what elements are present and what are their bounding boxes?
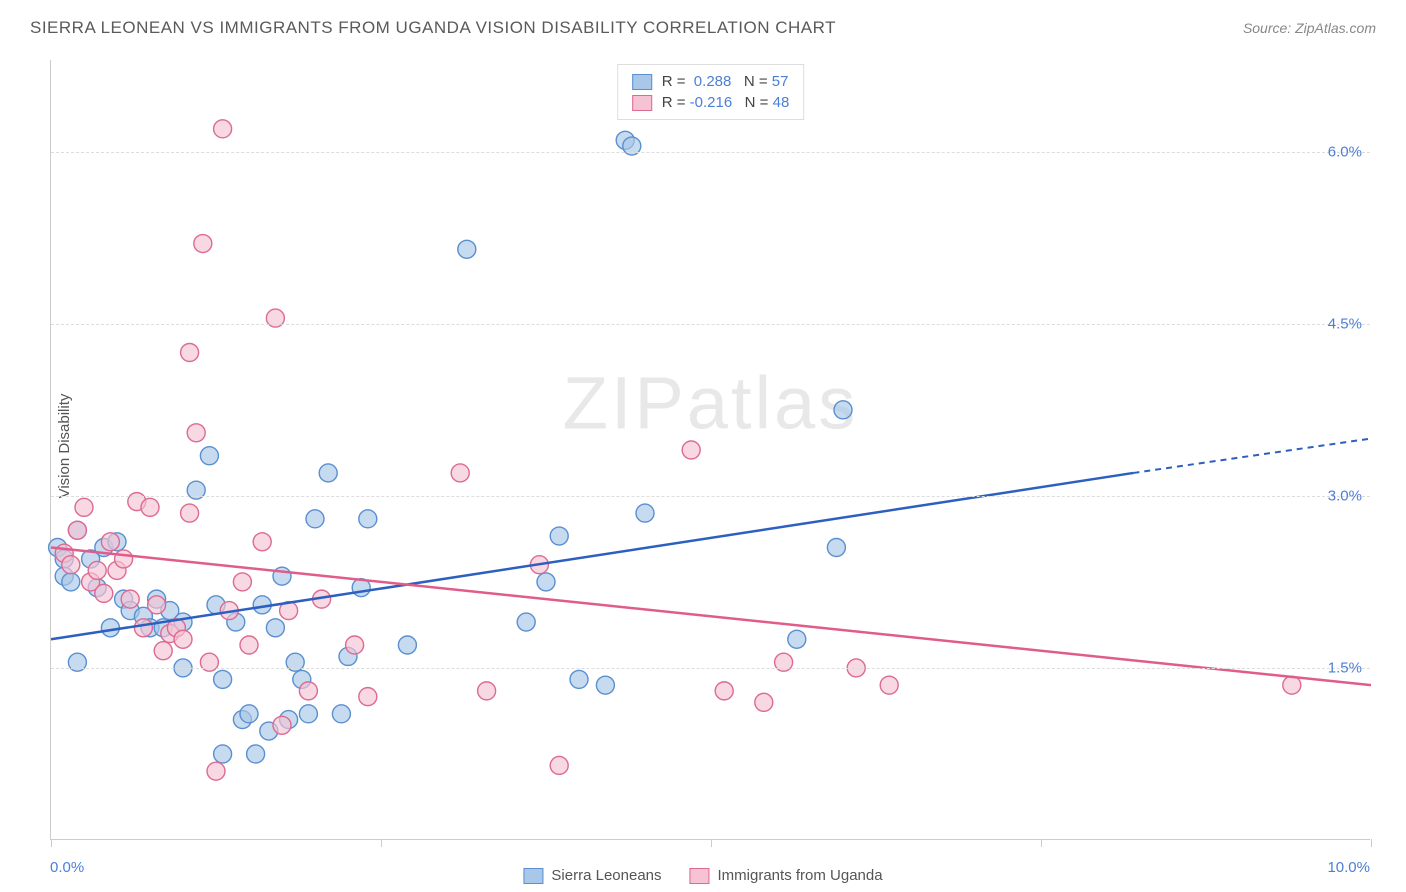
chart-plot-area: ZIPatlas R = 0.288 N = 57 R = -0.216 N =…: [50, 60, 1370, 840]
legend-label-1: Sierra Leoneans: [551, 867, 661, 884]
scatter-svg: [51, 60, 1370, 839]
chart-title: SIERRA LEONEAN VS IMMIGRANTS FROM UGANDA…: [30, 18, 836, 38]
legend-correlation: R = 0.288 N = 57 R = -0.216 N = 48: [617, 64, 805, 120]
swatch-sierra-leoneans: [523, 868, 543, 884]
x-axis-min: 0.0%: [50, 859, 84, 876]
swatch-uganda: [690, 868, 710, 884]
y-tick-label: 3.0%: [1328, 487, 1362, 504]
legend-label-2: Immigrants from Uganda: [718, 867, 883, 884]
y-tick-label: 1.5%: [1328, 659, 1362, 676]
swatch-series-1: [632, 74, 652, 90]
legend-bottom: Sierra Leoneans Immigrants from Uganda: [523, 867, 882, 884]
swatch-series-2: [632, 95, 652, 111]
y-tick-label: 4.5%: [1328, 315, 1362, 332]
source-label: Source: ZipAtlas.com: [1243, 20, 1376, 36]
x-axis-max: 10.0%: [1327, 859, 1370, 876]
y-tick-label: 6.0%: [1328, 143, 1362, 160]
